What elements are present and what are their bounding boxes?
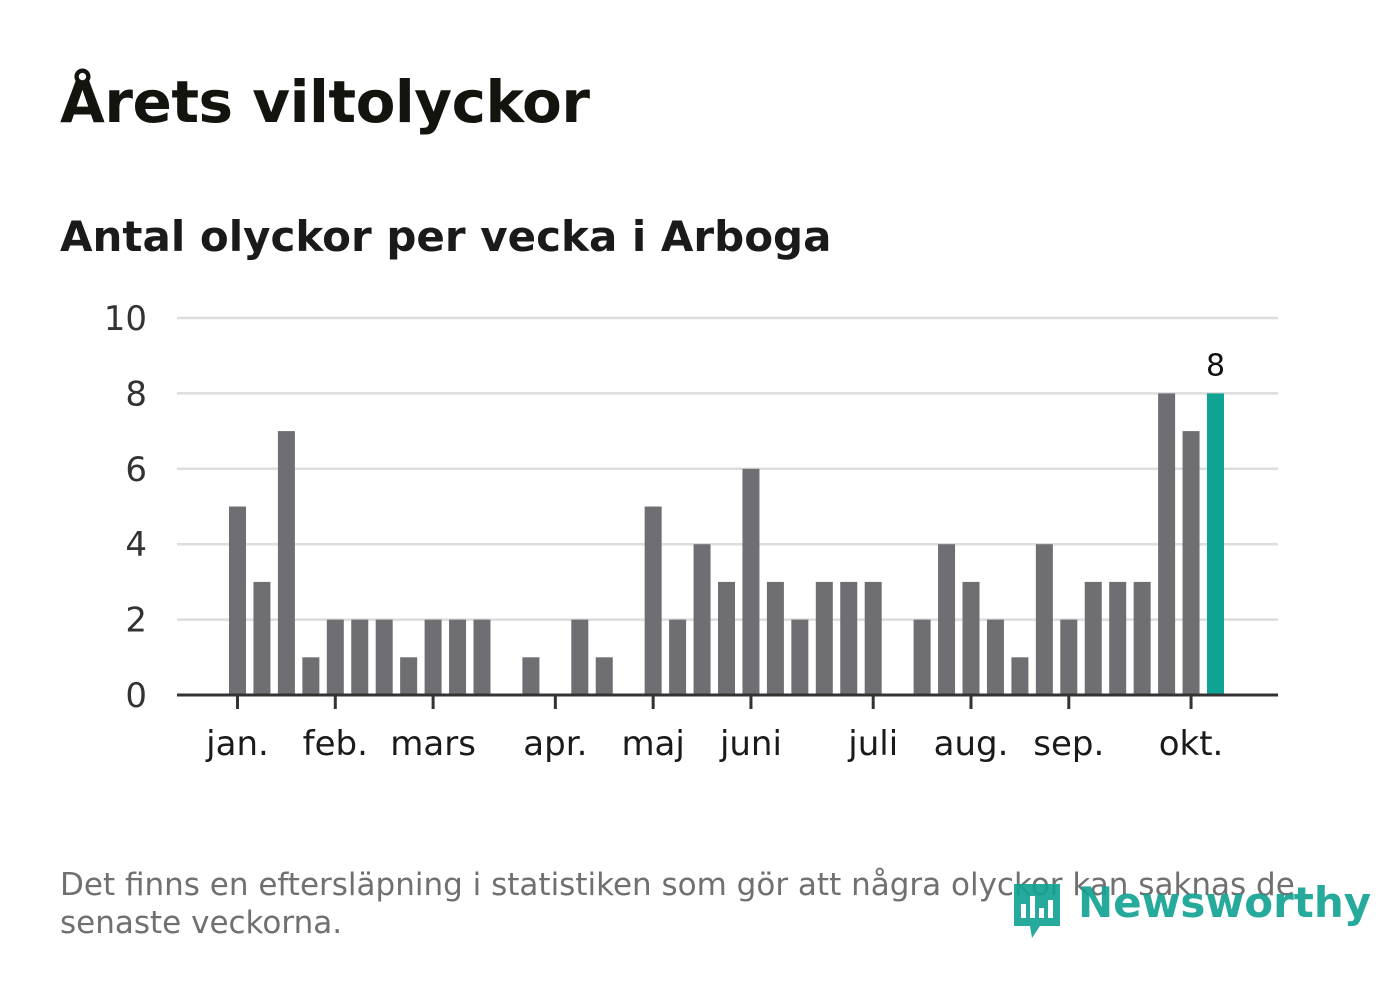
x-tick-label: jan. [205, 724, 269, 764]
bar [522, 657, 540, 695]
grid-lines [177, 316, 1278, 621]
bar [1011, 657, 1029, 695]
bar [815, 581, 833, 695]
y-tick-label: 8 [125, 374, 147, 414]
bar [424, 619, 442, 695]
newsworthy-logo-icon [1014, 884, 1060, 938]
newsworthy-logo-text: Newsworthy [1078, 878, 1372, 927]
bar [571, 619, 589, 695]
bars [229, 393, 1224, 695]
bar [326, 619, 344, 695]
bar [277, 431, 295, 695]
bar [375, 619, 393, 695]
bar [449, 619, 467, 695]
chart-subtitle: Antal olyckor per vecka i Arboga [60, 212, 832, 261]
x-tick-label: mars [390, 724, 476, 764]
bar [1060, 619, 1078, 695]
bar [351, 619, 369, 695]
bar [1158, 393, 1176, 695]
bar [742, 468, 760, 695]
x-tick-label: feb. [303, 724, 368, 764]
y-tick-label: 10 [104, 299, 147, 339]
y-tick-label: 2 [125, 601, 147, 641]
bar [253, 581, 271, 695]
bar [1035, 544, 1053, 695]
y-tick-label: 0 [125, 676, 147, 716]
x-tick-label: maj [621, 724, 684, 764]
bar [693, 544, 711, 695]
y-tick-label: 6 [125, 450, 147, 490]
bar [1109, 581, 1127, 695]
x-tick-label: sep. [1033, 724, 1104, 764]
newsworthy-logo: Newsworthy [1010, 878, 1371, 948]
bar [1084, 581, 1102, 695]
data-labels: 8 [1206, 348, 1225, 383]
bar [595, 657, 613, 695]
bar [962, 581, 980, 695]
y-axis: 0 2 4 6 8 10 [104, 299, 147, 716]
bar [229, 506, 246, 695]
bar [718, 581, 735, 695]
bar [864, 581, 882, 695]
bar [669, 619, 687, 695]
chart-title: Årets viltolyckor [60, 68, 590, 136]
bar [766, 581, 784, 695]
bar-chart: 0 2 4 6 8 10 jan. feb. mars apr. maj juni juli aug. s… [104, 299, 1278, 764]
bar [840, 581, 858, 695]
x-tick-label: apr. [523, 724, 587, 764]
bar [473, 619, 491, 695]
bar-highlight [1207, 393, 1224, 695]
x-tick-label: juli [847, 724, 898, 764]
x-tick-label: juni [719, 724, 782, 764]
bar [1182, 431, 1200, 695]
bar [938, 544, 956, 695]
bar [302, 657, 320, 695]
bar [913, 619, 931, 695]
footnote: Det finns en eftersläpning i statistiken… [60, 867, 1295, 941]
bar [986, 619, 1004, 695]
x-tick-label: aug. [934, 724, 1009, 764]
bar [400, 657, 418, 695]
data-label: 8 [1206, 348, 1225, 383]
bar [791, 619, 809, 695]
y-tick-label: 4 [125, 525, 147, 565]
x-axis: jan. feb. mars apr. maj juni juli aug. sep. okt. [177, 693, 1278, 764]
bar [644, 506, 662, 695]
x-tick-label: okt. [1159, 724, 1224, 764]
bar [1133, 581, 1151, 695]
